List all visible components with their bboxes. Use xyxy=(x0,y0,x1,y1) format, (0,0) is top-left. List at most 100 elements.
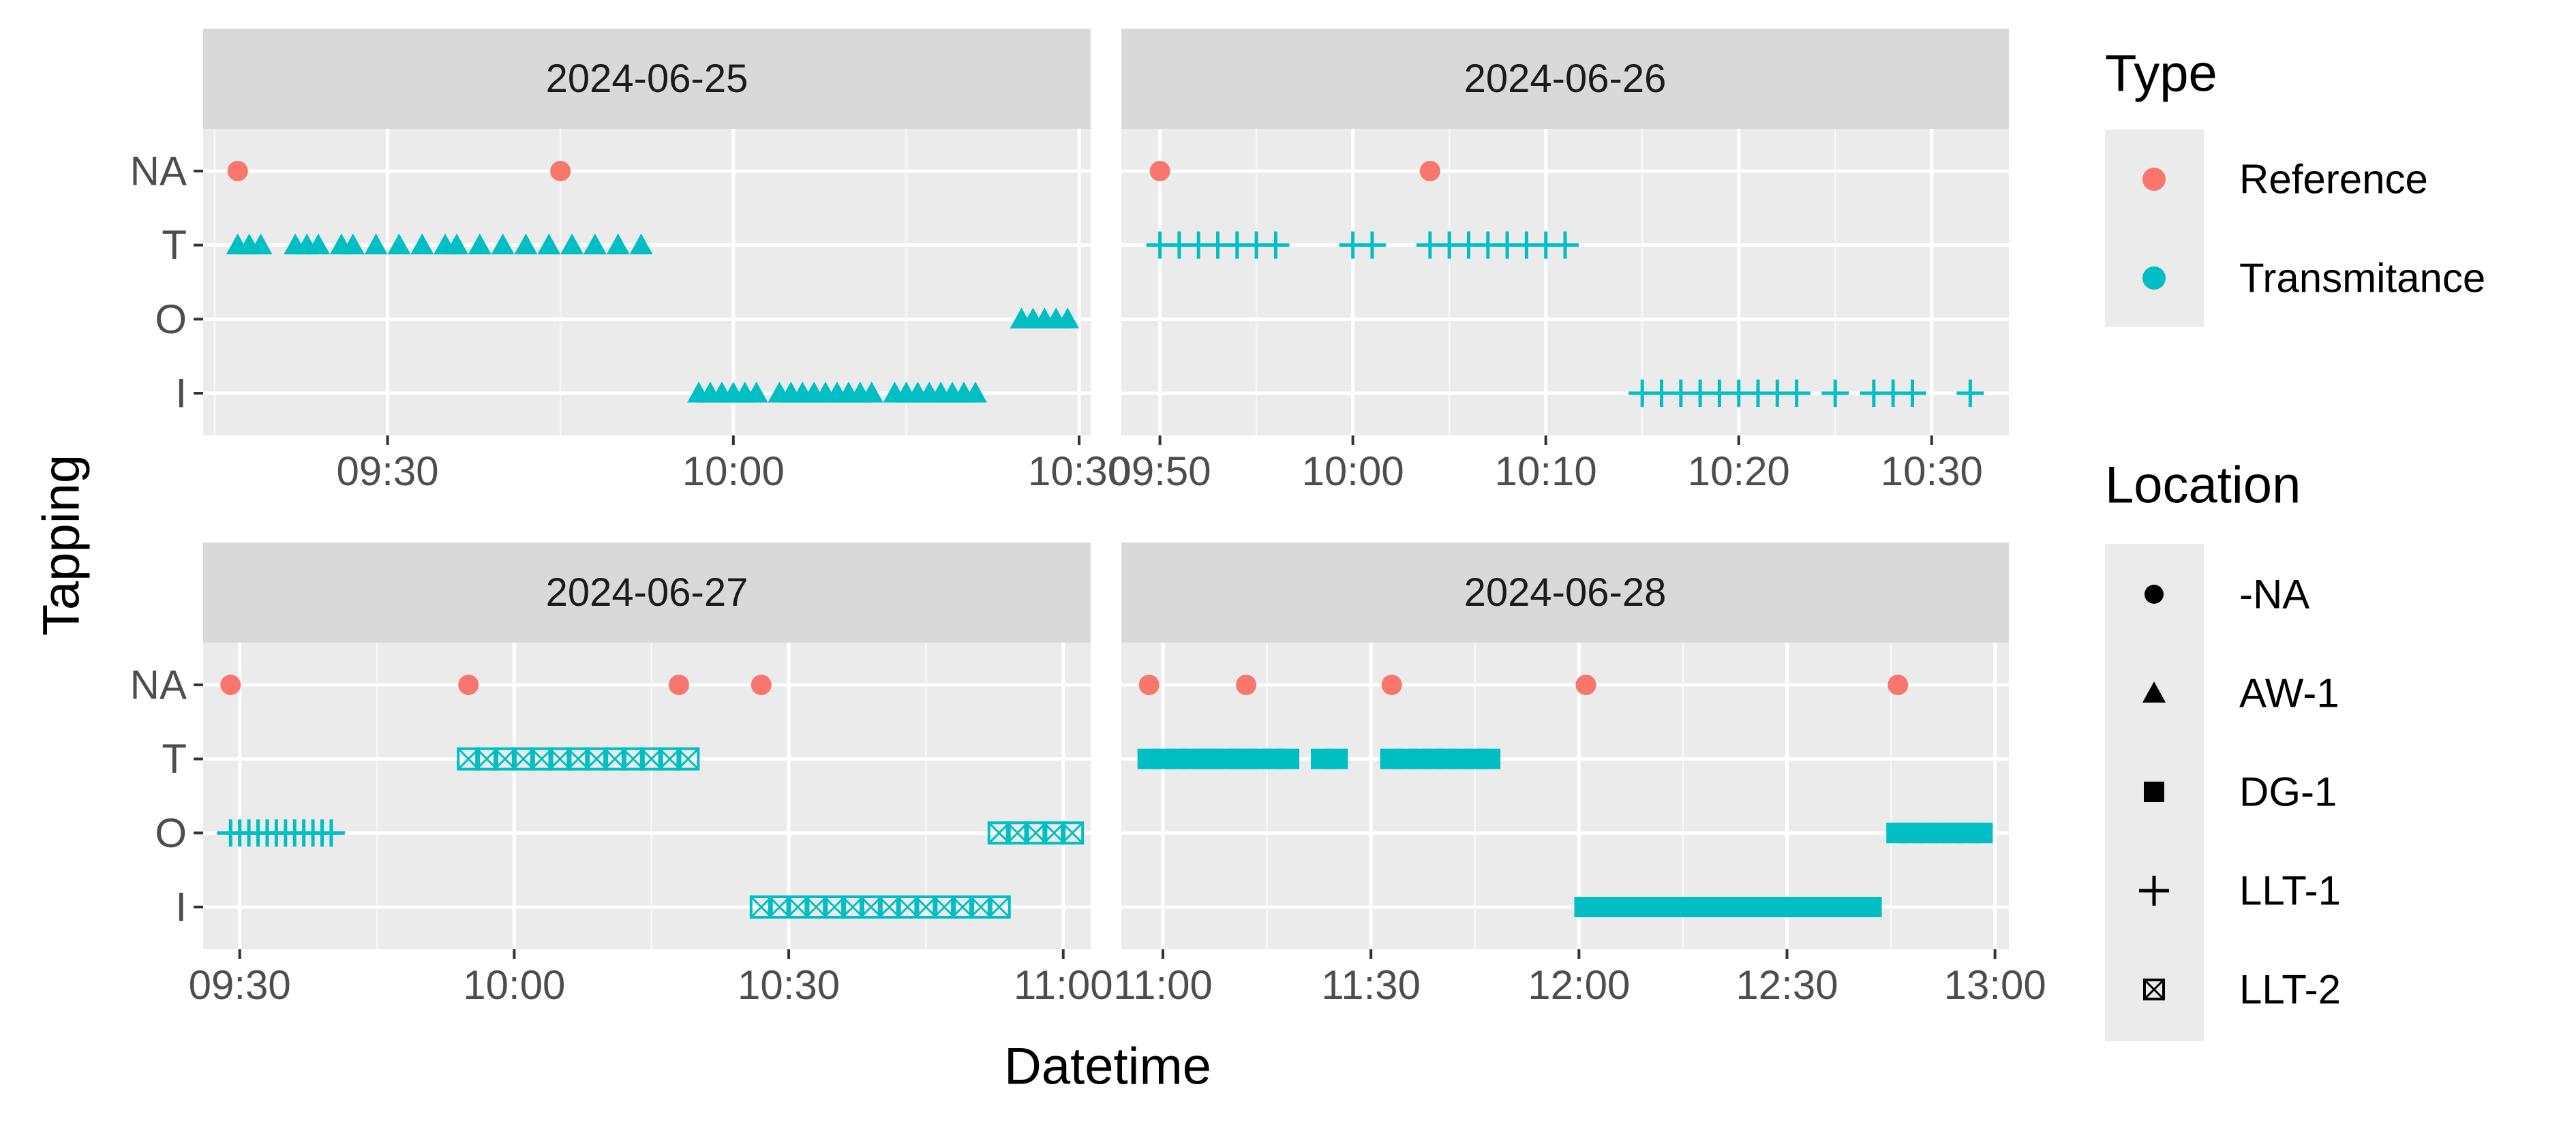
boxcross-marker xyxy=(914,895,938,919)
legend-key-point xyxy=(2142,266,2166,290)
boxcross-marker xyxy=(676,747,700,771)
data-series xyxy=(1146,231,1579,259)
point-marker xyxy=(1888,675,1909,695)
point-marker xyxy=(751,675,772,695)
data-series xyxy=(687,382,987,403)
x-tick-label: 12:00 xyxy=(1528,962,1630,1008)
legend-location-title: Location xyxy=(2105,457,2301,515)
triangle-marker xyxy=(629,233,653,255)
boxcross-marker xyxy=(511,747,535,771)
data-series xyxy=(1010,307,1080,328)
triangle-marker xyxy=(364,233,388,255)
data-series xyxy=(987,821,1085,845)
triangle-marker xyxy=(537,233,561,255)
data-series xyxy=(220,675,772,695)
facet-panel: 2024-06-26 09:50 10:00 10:10 10:20 10:30 xyxy=(1109,29,2009,494)
boxcross-marker xyxy=(475,747,499,771)
point-marker xyxy=(1419,161,1440,181)
square-marker xyxy=(1969,823,1993,844)
boxcross-marker xyxy=(658,747,682,771)
square-marker xyxy=(1276,748,1300,769)
legend-location-entries: -NA AW-1 DG-1 LLT-1 LLT-2 xyxy=(2139,572,2341,1013)
y-tick-label: O xyxy=(155,296,187,342)
boxcross-marker xyxy=(1042,821,1066,845)
data-series xyxy=(457,747,700,771)
facet-panel: 2024-06-28 11:00 11:30 12:00 12:30 13:00 xyxy=(1113,542,2046,1008)
boxcross-marker xyxy=(566,747,590,771)
boxcross-marker xyxy=(603,747,627,771)
x-tick-label: 11:00 xyxy=(1113,962,1213,1008)
facet-panel: 2024-06-25 09:30 10:00 10:30 IOT NA xyxy=(130,29,1130,494)
x-axis-title: Datetime xyxy=(1004,1038,1211,1096)
data-series xyxy=(1137,748,1501,769)
plus-marker xyxy=(1783,380,1810,407)
triangle-marker xyxy=(468,233,491,255)
triangle-marker xyxy=(387,233,411,255)
legend-key-boxcross xyxy=(2143,979,2165,1000)
boxcross-marker-x xyxy=(1061,822,1084,844)
y-axis-title: Tapping xyxy=(33,455,91,636)
data-series xyxy=(749,895,1011,919)
facet-strip-label: 2024-06-25 xyxy=(546,57,748,101)
legend-type-entries: Reference Transmitance xyxy=(2142,157,2485,301)
x-tick-label: 10:30 xyxy=(1881,448,1983,494)
boxcross-marker xyxy=(639,747,663,771)
plus-marker xyxy=(1551,231,1579,259)
plus-marker xyxy=(1821,380,1849,407)
x-tick-label: 10:00 xyxy=(463,962,565,1008)
y-tick-label: T xyxy=(162,222,187,268)
boxcross-marker xyxy=(841,895,865,919)
data-series xyxy=(1628,380,1984,407)
triangle-marker xyxy=(963,382,987,403)
y-tick-label: NA xyxy=(130,662,187,708)
boxcross-marker xyxy=(877,895,901,919)
point-marker xyxy=(550,161,571,181)
legend: Type Reference Transmitance Location -NA A… xyxy=(2105,45,2485,1041)
point-marker xyxy=(1149,161,1170,181)
panel-background xyxy=(1121,129,2009,435)
point-marker xyxy=(1236,675,1257,695)
y-tick-label: I xyxy=(175,371,187,416)
square-marker xyxy=(1643,897,1667,917)
plus-marker xyxy=(317,819,345,847)
square-marker xyxy=(1477,748,1501,769)
point-marker xyxy=(220,675,241,695)
boxcross-marker xyxy=(457,747,481,771)
legend-key-plus xyxy=(2139,876,2169,906)
boxcross-marker xyxy=(896,895,920,919)
legend-type-title: Type xyxy=(2105,45,2217,103)
boxcross-marker xyxy=(1061,821,1085,845)
boxcross-marker xyxy=(749,895,773,919)
data-series xyxy=(1574,897,1882,917)
x-tick-label: 11:00 xyxy=(1014,962,1113,1008)
boxcross-marker xyxy=(548,747,572,771)
legend-entry-label: -NA xyxy=(2239,572,2309,617)
y-tick-label: O xyxy=(155,810,187,856)
x-tick-label: 10:20 xyxy=(1688,448,1790,494)
legend-entry-label: AW-1 xyxy=(2239,671,2339,716)
legend-type-key-bg xyxy=(2105,129,2204,327)
x-tick-label: 10:10 xyxy=(1495,448,1597,494)
point-marker xyxy=(1575,675,1596,695)
facet-panel: 2024-06-27 09:30 10:00 10:30 11:00 IOT NA xyxy=(130,542,1113,1008)
boxcross-marker xyxy=(823,895,847,919)
triangle-marker xyxy=(307,233,331,255)
boxcross-marker xyxy=(530,747,554,771)
legend-key-point xyxy=(2142,168,2166,191)
facet-strip xyxy=(203,29,1091,129)
boxcross-marker xyxy=(585,747,609,771)
x-tick-label: 09:30 xyxy=(336,448,438,494)
boxcross-marker xyxy=(493,747,517,771)
x-tick-label: 10:00 xyxy=(1302,448,1404,494)
legend-entry-label: Transmitance xyxy=(2239,256,2485,301)
legend-key-point xyxy=(2145,585,2164,604)
plus-marker xyxy=(1956,380,1984,407)
legend-entry-label: LLT-1 xyxy=(2239,868,2341,914)
boxcross-marker xyxy=(859,895,883,919)
plus-marker xyxy=(1898,380,1926,407)
triangle-marker xyxy=(491,233,515,255)
point-marker xyxy=(458,675,479,695)
plus-marker xyxy=(1262,231,1290,259)
boxcross-marker-x xyxy=(677,748,699,770)
